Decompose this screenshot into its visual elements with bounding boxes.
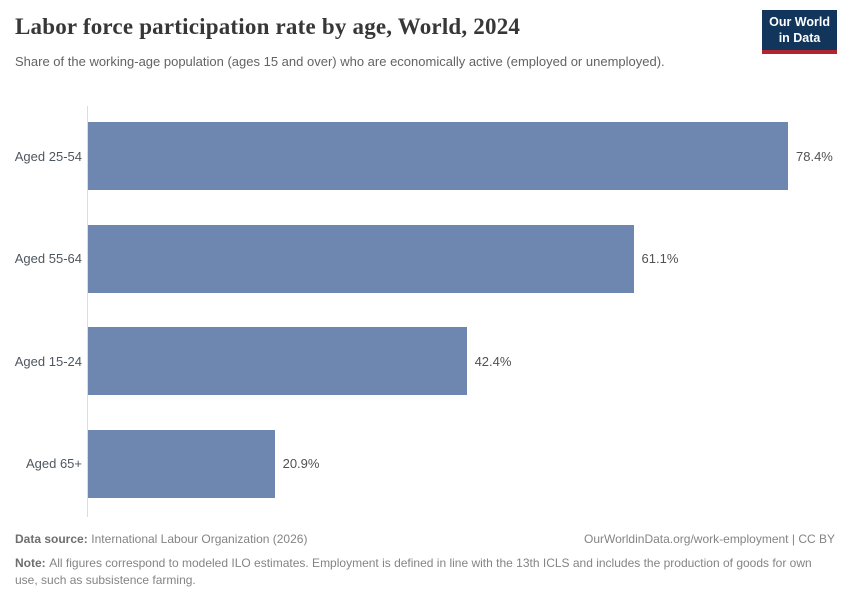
category-label: Aged 15-24 [14, 353, 82, 369]
bar-track: 78.4% [88, 122, 850, 190]
footer-divider: | [791, 532, 795, 546]
bar-aged-55-64[interactable] [88, 224, 634, 293]
data-source: Data source: International Labour Organiz… [15, 531, 307, 548]
chart-subtitle: Share of the working-age population (age… [15, 54, 665, 69]
bar-row: Aged 25-54 78.4% [0, 122, 850, 190]
footer-links: OurWorldinData.org/work-employment | CC … [584, 531, 835, 548]
category-label: Aged 65+ [25, 456, 82, 471]
bar-row: Aged 55-64 61.1% [0, 224, 850, 293]
bar-track: 20.9% [88, 429, 850, 498]
owid-logo-line1: Our World [769, 15, 830, 29]
bar-aged-15-24[interactable] [88, 327, 467, 395]
bar-track: 61.1% [88, 224, 850, 293]
bar-row: Aged 65+ 20.9% [0, 429, 850, 498]
owid-logo-line2: in Data [778, 31, 821, 46]
chart-note: Note: All figures correspond to modeled I… [15, 555, 835, 589]
owid-url-link[interactable]: OurWorldinData.org/work-employment [583, 532, 789, 546]
page-title: Labor force participation rate by age, W… [15, 14, 521, 39]
note-text: All figures correspond to modeled ILO es… [15, 556, 812, 588]
value-label: 42.4% [474, 353, 512, 369]
bar-chart: Aged 25-54 78.4% Aged 55-64 61.1% Aged 15-24… [0, 122, 850, 498]
chart-footer: Data source: International Labour Organiz… [15, 531, 835, 589]
bar-track: 42.4% [88, 327, 850, 395]
category-label: Aged 25-54 [14, 148, 82, 164]
source-row: Data source: International Labour Organiz… [15, 531, 835, 548]
owid-logo[interactable]: Our World in Data [762, 10, 837, 54]
data-source-link[interactable]: International Labour Organization (2026) [91, 532, 308, 546]
category-label: Aged 55-64 [14, 251, 82, 266]
value-label: 20.9% [282, 456, 320, 471]
bar-row: Aged 15-24 42.4% [0, 327, 850, 395]
value-label: 78.4% [796, 148, 833, 164]
license-link[interactable]: CC BY [798, 532, 835, 546]
data-source-label: Data source: [15, 532, 88, 546]
note-label: Note: [15, 556, 46, 571]
y-axis-line [87, 106, 88, 517]
value-label: 61.1% [641, 251, 679, 266]
bar-aged-65-[interactable] [88, 429, 275, 498]
bar-aged-25-54[interactable] [88, 122, 788, 190]
